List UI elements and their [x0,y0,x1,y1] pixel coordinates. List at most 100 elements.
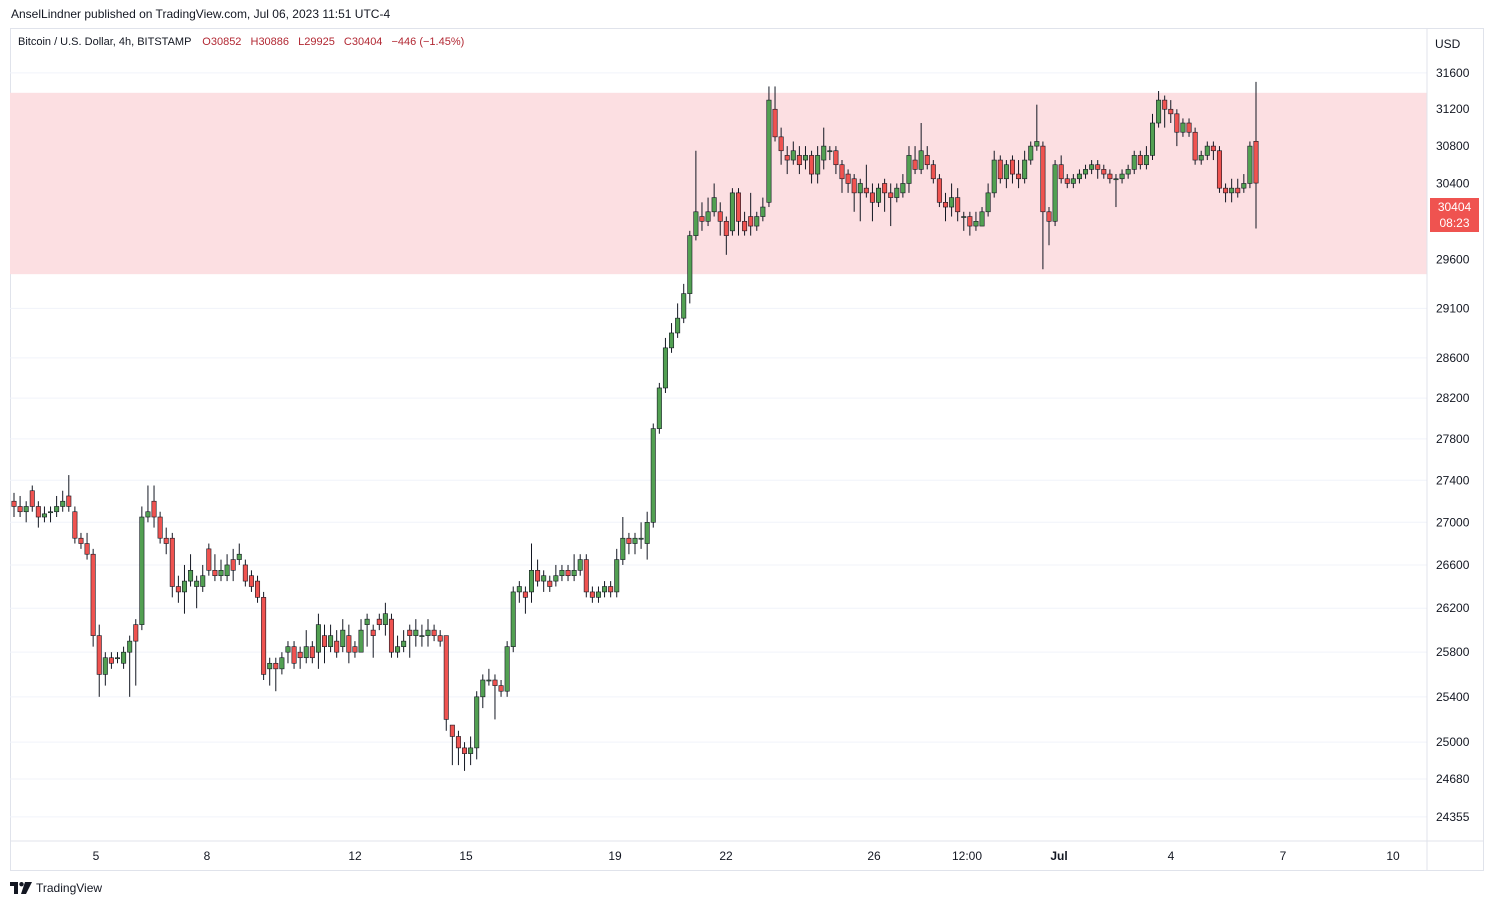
candle [1070,174,1076,189]
candle-body [815,155,821,175]
candle [973,211,979,231]
candle-body [1235,187,1241,194]
candle [541,570,547,592]
candle-body [522,591,528,598]
candle-body [291,646,297,664]
candle [912,146,918,175]
candle [315,613,321,669]
candle [194,575,200,609]
candle [1241,174,1247,193]
candle-body [388,618,394,653]
candle [1003,160,1009,189]
candle-body [1150,122,1156,156]
candle-body [949,197,955,208]
currency-label: USD [1435,37,1461,51]
candle-body [669,332,675,349]
candle [942,192,948,222]
candle-body [1003,164,1009,180]
candle [480,674,486,709]
candle [1040,141,1046,270]
x-tick-label: 10 [1386,849,1400,863]
candle-body [839,164,845,180]
candle [930,160,936,184]
candle-body [346,635,352,653]
candle-body [900,183,906,194]
candle-body [382,613,388,625]
candle [1204,141,1210,161]
candle-body [1058,164,1064,180]
candle-body [528,570,534,593]
candle-body [261,597,267,675]
bar-countdown: 08:23 [1439,216,1470,230]
candle [748,192,754,236]
candle [108,652,114,669]
candle-body [1143,155,1149,166]
candle-body [772,108,778,138]
candle [1186,118,1192,137]
candle-body [790,150,796,161]
candle [145,485,151,523]
candle-body [96,635,102,675]
candle [236,543,242,565]
candle [175,575,181,603]
candle [687,230,693,304]
candle [863,164,869,198]
candle-body [845,173,851,184]
candle [66,475,72,512]
tradingview-logo-icon [10,882,32,894]
candle [1009,155,1015,184]
candle-body [11,500,17,507]
candle [735,188,741,236]
candle-body [833,150,839,166]
y-tick-label: 24355 [1436,810,1470,824]
price-axis[interactable]: 24355 24680 25000 25400 25800 26200 26600 27000… [1436,66,1470,824]
candle-body [735,192,741,222]
time-axis[interactable]: 5 8 12 15 19 22 26 12:00 Jul 4 7 10 [93,849,1400,863]
candle-body [595,591,601,598]
candle-body [1223,187,1229,194]
candle [492,674,498,720]
candle [41,506,47,523]
candle-body [376,618,382,625]
candle-body [602,586,608,593]
candle [1210,141,1216,161]
candle-body [809,155,815,175]
candle-body [1229,187,1235,194]
candle [1101,164,1107,179]
candle-body [115,657,121,660]
candle [121,646,127,669]
candle [815,146,821,184]
x-tick-label: 4 [1168,849,1175,863]
candle [1095,160,1101,179]
candle-body [1119,173,1125,180]
candle [115,652,121,664]
y-tick-label: 29600 [1436,253,1470,267]
candle [1180,118,1186,137]
candle-body [924,155,930,166]
candle [346,624,352,664]
candle [17,495,23,518]
candle-body [742,220,748,232]
candle-body [1125,169,1131,175]
y-tick-label: 26600 [1436,558,1470,572]
candle-body [888,192,894,198]
candle [936,174,942,208]
candle [303,630,309,664]
y-tick-label: 27000 [1436,515,1470,529]
candle-body [851,178,857,194]
candle [845,169,851,193]
footer[interactable]: TradingView [10,881,102,895]
candle [589,586,595,603]
y-tick-label: 30800 [1436,139,1470,153]
candle [1119,169,1125,184]
candle [255,575,261,603]
resistance-zone-layer [10,92,1427,275]
candle-body [242,564,248,582]
candle [991,150,997,198]
candle-body [1095,164,1101,170]
candle-body [78,537,84,544]
candle [681,283,687,324]
candle [1247,141,1253,189]
candle-body [1174,113,1180,133]
